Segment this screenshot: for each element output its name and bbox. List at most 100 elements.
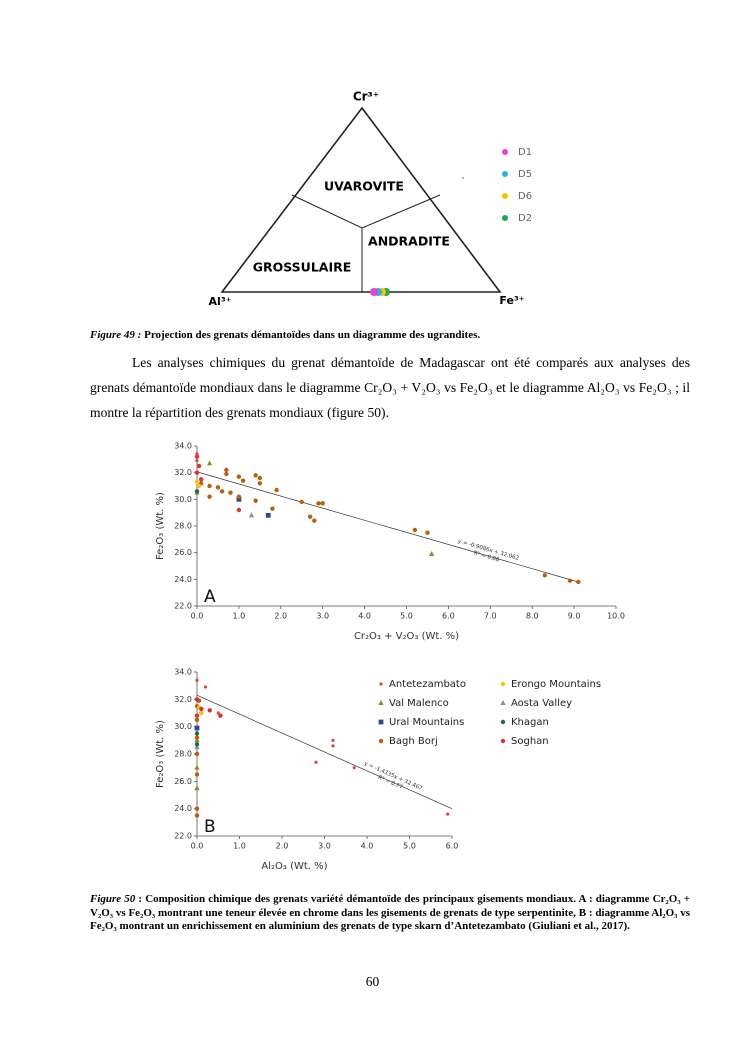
- x-tick-label: 9.0: [568, 612, 581, 621]
- point: [567, 578, 573, 583]
- legend-label: Bagh Borj: [389, 736, 438, 747]
- point: [194, 785, 200, 791]
- point: [194, 742, 200, 747]
- trendline: [196, 471, 579, 583]
- ternary-diagram: [220, 106, 502, 293]
- x-tick-label: 1.0: [233, 842, 246, 851]
- point: [312, 518, 317, 523]
- point: [253, 498, 258, 503]
- apex-label: Al³⁺: [209, 295, 232, 308]
- legend-label: D5: [518, 169, 532, 180]
- legend-label: D6: [518, 191, 532, 202]
- x-tick-label: 6.0: [442, 612, 455, 621]
- field-label: GROSSULAIRE: [253, 260, 352, 275]
- point: [194, 772, 200, 777]
- legend-marker: [502, 171, 508, 177]
- x-axis-label: Cr₂O₃ + V₂O₃ (Wt. %): [354, 631, 459, 642]
- caption-label: Figure 49 :: [90, 329, 142, 341]
- point: [378, 719, 384, 725]
- point: [257, 481, 263, 486]
- y-tick-label: 26.0: [174, 777, 192, 786]
- point: [194, 744, 200, 750]
- point: [195, 678, 199, 682]
- point: [194, 731, 200, 736]
- y-tick-label: 34.0: [174, 668, 192, 677]
- y-tick-label: 28.0: [174, 522, 192, 531]
- apex-label: Fe³⁺: [499, 294, 524, 307]
- point: [378, 738, 384, 744]
- y-axis-label: Fe₂O₃ (Wt. %): [155, 720, 166, 788]
- legend-marker: [502, 215, 508, 221]
- x-tick-label: 8.0: [526, 612, 539, 621]
- x-tick-label: 5.0: [403, 842, 416, 851]
- x-tick-label: 3.0: [316, 612, 329, 621]
- x-tick-label: 5.0: [400, 612, 413, 621]
- field-boundary: [291, 194, 441, 229]
- point: [195, 459, 199, 463]
- trendline: [196, 694, 453, 809]
- legend-label: Ural Mountains: [389, 717, 464, 728]
- point: [206, 460, 213, 466]
- point: [500, 681, 506, 687]
- point: [207, 483, 212, 489]
- legend-label: Khagan: [511, 717, 549, 728]
- x-tick-label: 1.0: [233, 612, 246, 621]
- point: [194, 735, 200, 740]
- point: [425, 530, 430, 535]
- point: [228, 490, 233, 495]
- point: [236, 507, 242, 513]
- point: [299, 499, 304, 505]
- point: [500, 738, 506, 744]
- stray-dot: [462, 177, 464, 179]
- caption-text: Projection des grenats démantoïdes dans …: [144, 329, 481, 341]
- x-axis-label: Al₂O₃ (Wt. %): [261, 861, 327, 872]
- point: [215, 485, 221, 490]
- x-tick-label: 0.0: [191, 612, 204, 621]
- x-tick-label: 7.0: [484, 612, 497, 621]
- legend-label: Aosta Valley: [511, 698, 572, 709]
- panel-label: B: [204, 817, 216, 837]
- caption-text: : Composition chimique des grenats varié…: [90, 893, 690, 932]
- point: [500, 700, 506, 705]
- chart: 0.0 1.0 2.0 3.0 4.0 5.0 6.0 22.0 24.0 26.0 28.0 30.…: [155, 668, 601, 873]
- x-tick-label: 3.0: [318, 842, 331, 851]
- x-tick-label: 6.0: [446, 842, 459, 851]
- point: [412, 527, 418, 533]
- x-tick-label: 10.0: [607, 612, 625, 621]
- caption-label: Figure 50: [90, 893, 136, 905]
- point: [194, 489, 200, 494]
- point: [199, 706, 204, 712]
- legend-label: D2: [518, 213, 532, 224]
- legend-label: D1: [518, 147, 532, 158]
- point: [316, 501, 321, 506]
- point: [194, 764, 200, 770]
- x-tick-label: 2.0: [274, 612, 287, 621]
- point: [257, 475, 263, 481]
- point: [248, 512, 255, 518]
- point: [331, 738, 335, 742]
- field-label: UVAROVITE: [324, 179, 404, 194]
- legend-label: Antetezambato: [389, 679, 466, 690]
- point: [379, 682, 383, 686]
- triangle: [220, 106, 502, 293]
- page-number: 60: [365, 974, 380, 989]
- x-tick-label: 2.0: [276, 842, 289, 851]
- point: [218, 713, 223, 718]
- y-tick-label: 22.0: [174, 832, 192, 841]
- point: [194, 806, 200, 811]
- point: [194, 751, 200, 757]
- point: [194, 813, 200, 818]
- y-tick-label: 32.0: [174, 468, 192, 477]
- point: [207, 708, 212, 713]
- point: [224, 471, 229, 477]
- point: [542, 573, 547, 578]
- y-tick-label: 32.0: [174, 695, 192, 704]
- x-tick-label: 4.0: [358, 612, 371, 621]
- point: [274, 487, 279, 493]
- point: [236, 474, 242, 479]
- point: [198, 477, 204, 482]
- sample-point: [370, 288, 378, 296]
- point: [253, 473, 258, 478]
